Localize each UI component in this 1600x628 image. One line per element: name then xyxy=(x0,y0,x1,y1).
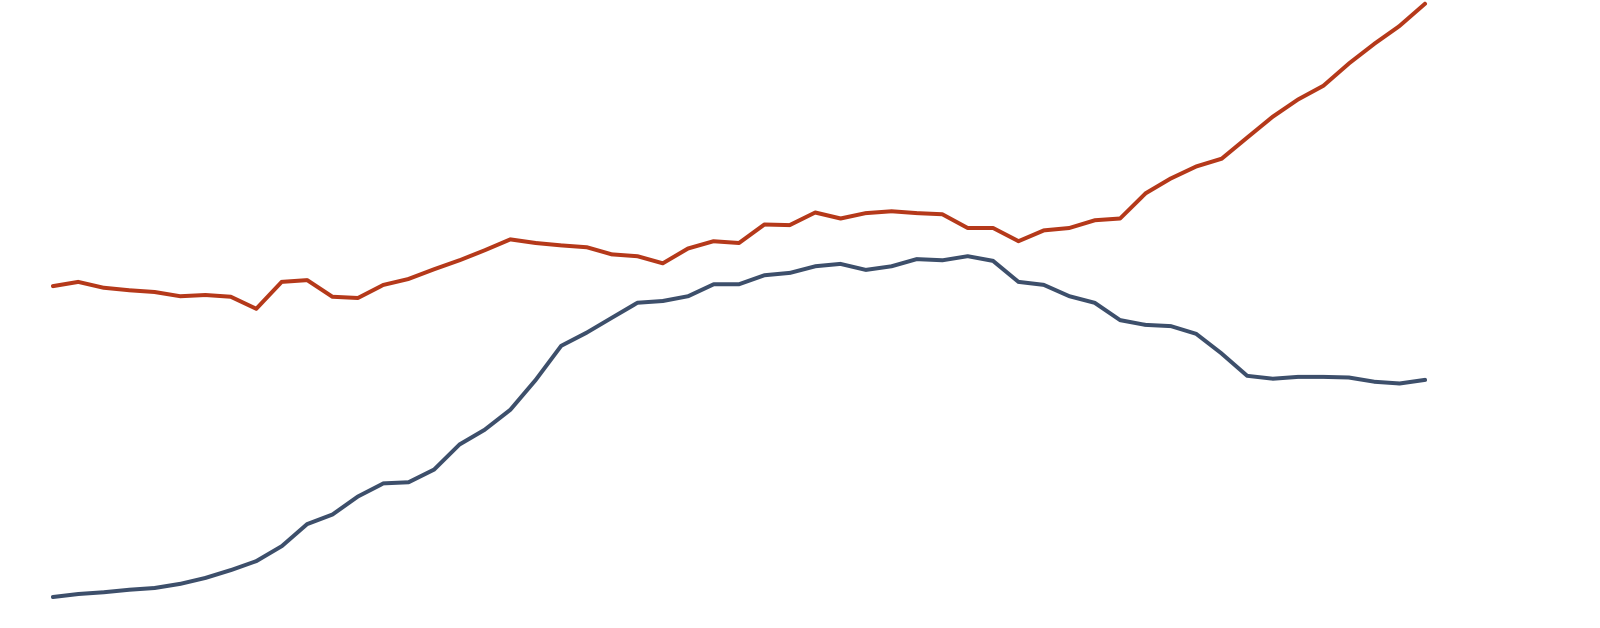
line-series xyxy=(51,1,1427,311)
line-series xyxy=(51,254,1427,599)
